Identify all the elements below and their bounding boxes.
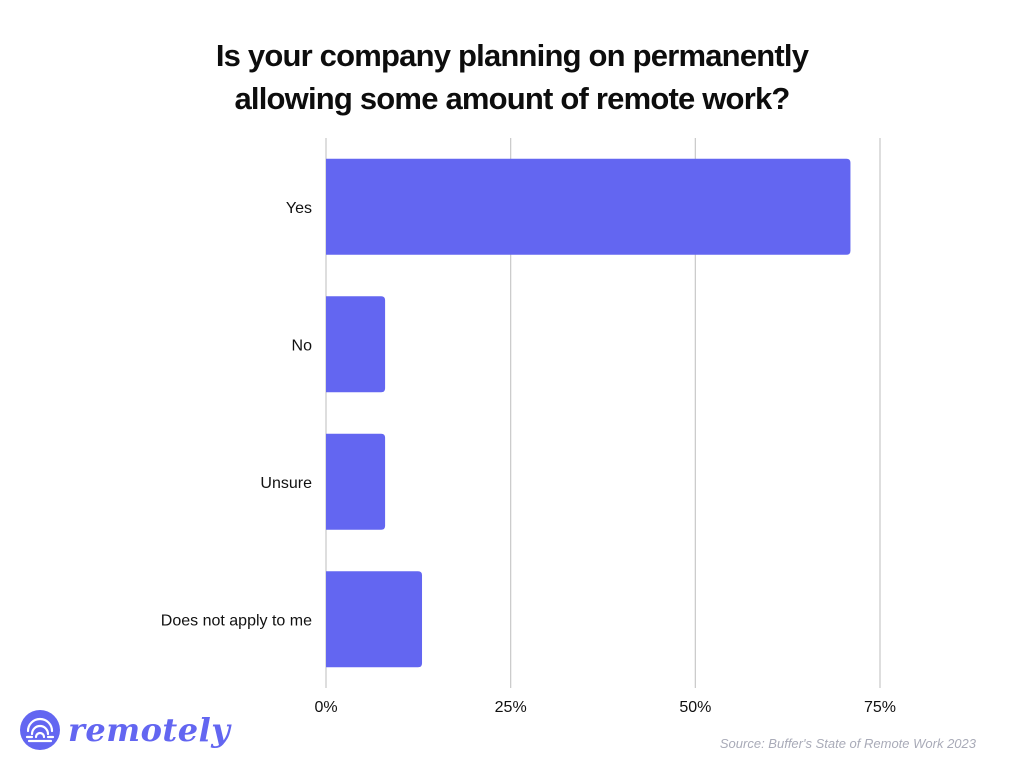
category-label: No	[292, 337, 313, 354]
x-tick-label: 25%	[495, 699, 527, 716]
x-tick-label: 0%	[314, 699, 337, 716]
remotely-logo: remotely	[20, 706, 230, 754]
source-note: Source: Buffer's State of Remote Work 20…	[719, 736, 976, 751]
bar	[326, 433, 386, 530]
chart-title: Is your company planning on permanently …	[0, 34, 1024, 120]
category-label: Unsure	[260, 475, 312, 492]
chart-title-line-2: allowing some amount of remote work?	[234, 81, 790, 116]
category-label: Does not apply to me	[161, 612, 312, 629]
x-tick-label: 50%	[679, 699, 711, 716]
category-labels: Yes No Unsure Does not apply to me	[161, 200, 312, 630]
x-tick-label: 75%	[864, 699, 896, 716]
bars	[326, 158, 851, 668]
logo-wordmark: remotely	[68, 711, 231, 749]
chart-title-line-1: Is your company planning on permanently	[215, 38, 809, 73]
bar	[326, 571, 423, 668]
bar	[326, 296, 386, 393]
remotely-logo-icon	[20, 710, 60, 750]
bar	[326, 158, 851, 255]
x-axis-tick-labels: 0% 25% 50% 75%	[314, 699, 896, 716]
category-label: Yes	[286, 200, 312, 217]
